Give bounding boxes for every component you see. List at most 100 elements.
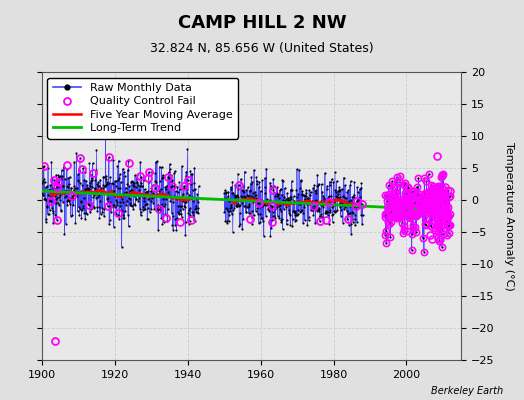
Point [342, 208, 351, 214]
Point [435, 238, 443, 245]
Point [82, 186, 90, 192]
Point [66, 194, 74, 201]
Point [402, 208, 411, 214]
Point [162, 182, 171, 189]
Point [90, 185, 99, 191]
Point [72, 188, 80, 195]
Point [385, 182, 393, 188]
Point [323, 212, 332, 218]
Point [384, 204, 392, 210]
Point [166, 166, 174, 172]
Point [68, 212, 77, 218]
Point [243, 191, 252, 198]
Point [89, 194, 97, 200]
Point [126, 202, 134, 208]
Point [66, 174, 74, 180]
Point [237, 176, 245, 182]
Point [136, 206, 144, 212]
Point [315, 206, 323, 213]
Point [78, 207, 86, 213]
Point [141, 202, 149, 208]
Point [336, 186, 345, 193]
Point [327, 197, 335, 204]
Point [324, 208, 333, 215]
Point [299, 203, 308, 210]
Point [171, 216, 179, 222]
Point [385, 208, 394, 214]
Point [258, 202, 267, 208]
Point [250, 196, 258, 202]
Point [238, 194, 247, 201]
Point [142, 201, 150, 207]
Point [155, 191, 163, 197]
Point [387, 214, 395, 221]
Point [111, 193, 119, 200]
Point [224, 188, 233, 195]
Legend: Raw Monthly Data, Quality Control Fail, Five Year Moving Average, Long-Term Tren: Raw Monthly Data, Quality Control Fail, … [48, 78, 238, 139]
Point [303, 195, 312, 201]
Point [83, 185, 92, 192]
Point [443, 222, 452, 228]
Point [322, 209, 331, 216]
Point [90, 204, 98, 211]
Point [43, 211, 52, 217]
Point [293, 166, 301, 172]
Point [40, 196, 49, 202]
Point [147, 185, 156, 191]
Point [275, 215, 283, 222]
Point [124, 212, 132, 218]
Point [193, 196, 202, 202]
Point [396, 173, 405, 180]
Point [151, 159, 160, 165]
Point [397, 198, 405, 205]
Point [266, 232, 275, 239]
Point [413, 211, 422, 217]
Point [150, 192, 158, 198]
Point [152, 206, 160, 212]
Point [101, 182, 110, 189]
Point [239, 183, 247, 189]
Point [349, 219, 357, 225]
Point [158, 175, 166, 181]
Point [63, 165, 71, 172]
Point [388, 213, 397, 219]
Point [314, 181, 323, 187]
Point [107, 208, 115, 215]
Point [389, 204, 398, 210]
Point [149, 193, 158, 199]
Point [334, 188, 342, 194]
Point [427, 223, 435, 230]
Point [281, 204, 290, 210]
Point [418, 204, 427, 211]
Point [277, 219, 286, 226]
Point [126, 200, 135, 206]
Point [383, 192, 391, 199]
Point [386, 201, 394, 208]
Point [59, 183, 68, 190]
Point [88, 177, 96, 184]
Point [78, 214, 86, 221]
Point [443, 223, 452, 230]
Point [115, 175, 123, 181]
Point [237, 193, 245, 200]
Point [88, 184, 96, 190]
Point [268, 209, 277, 215]
Point [400, 226, 409, 233]
Point [412, 212, 421, 218]
Point [429, 182, 438, 189]
Point [348, 193, 356, 200]
Point [120, 215, 128, 221]
Point [269, 187, 278, 193]
Point [89, 160, 97, 166]
Point [423, 203, 431, 209]
Point [391, 212, 400, 219]
Point [63, 197, 72, 204]
Point [394, 202, 402, 208]
Point [81, 187, 90, 193]
Point [84, 201, 92, 207]
Point [278, 226, 287, 232]
Point [241, 203, 249, 210]
Point [177, 211, 185, 217]
Point [416, 210, 424, 216]
Point [288, 178, 296, 185]
